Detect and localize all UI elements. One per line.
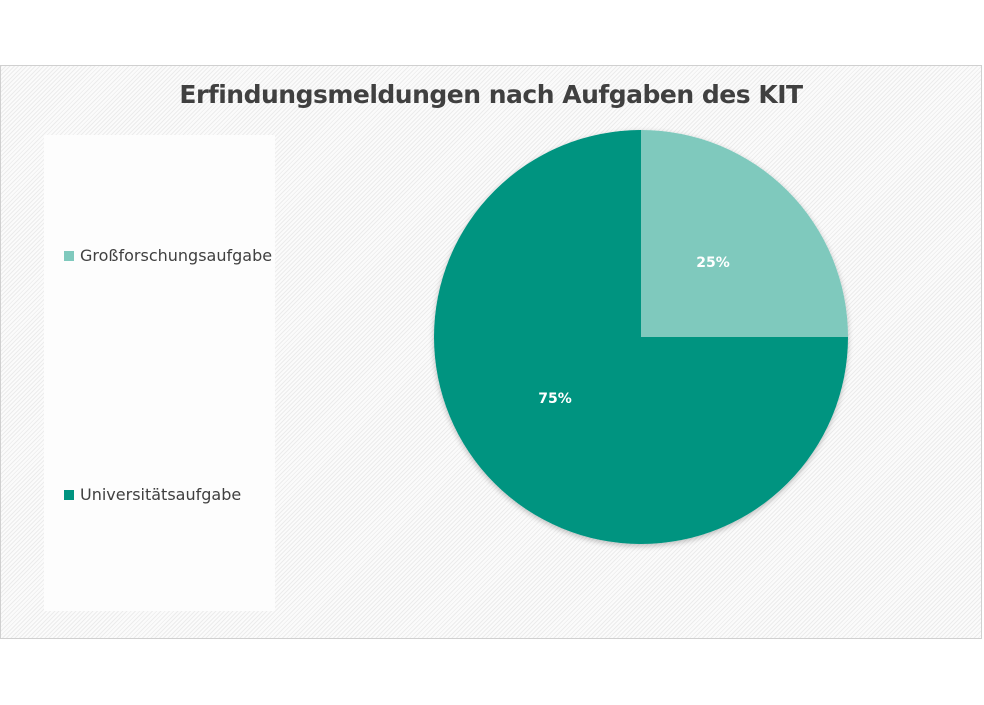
legend-swatch-icon	[64, 250, 74, 261]
chart-title: Erfindungsmeldungen nach Aufgaben des KI…	[179, 80, 803, 109]
slice-label-25: 25%	[696, 255, 730, 271]
legend-swatch-icon	[64, 489, 74, 500]
legend-item-grossforschung: Großforschungsaufgabe	[64, 246, 272, 265]
slice-label-75: 75%	[538, 391, 572, 407]
legend: Großforschungsaufgabe Universitätsaufgab…	[44, 135, 275, 611]
legend-label: Universitätsaufgabe	[80, 485, 242, 504]
legend-label: Großforschungsaufgabe	[80, 246, 273, 265]
slice-grossforschungsaufgabe	[641, 130, 848, 337]
legend-item-universitaet: Universitätsaufgabe	[64, 485, 241, 504]
